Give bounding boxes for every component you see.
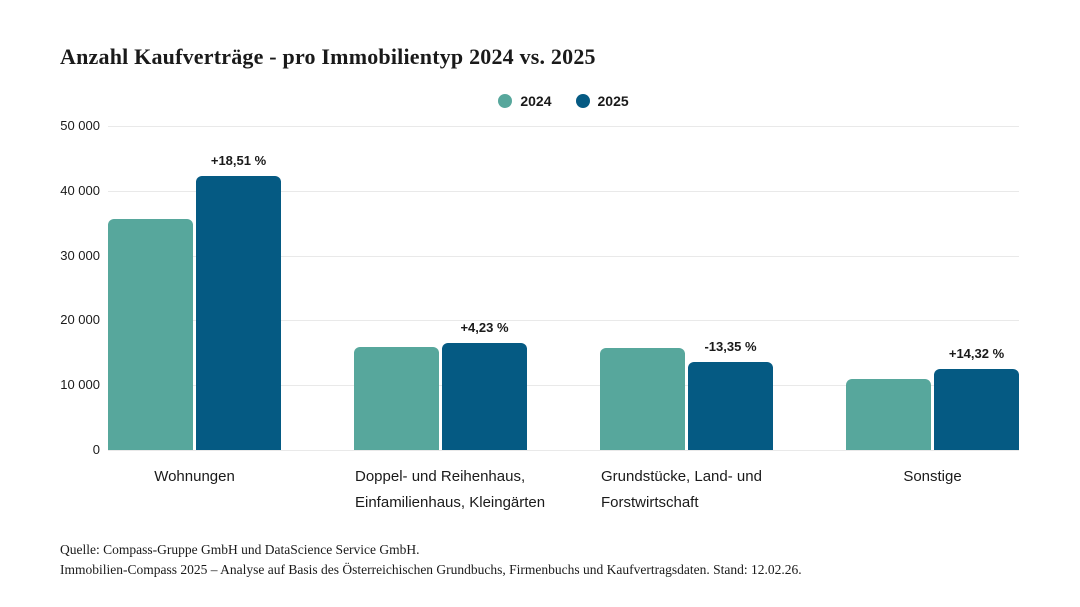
legend-label-2025: 2025 bbox=[597, 93, 629, 109]
x-axis-label-category-1: Wohnungen bbox=[154, 464, 235, 490]
pct-change-label-category-3: -13,35 % bbox=[704, 339, 757, 354]
bar-2025-category-1 bbox=[196, 176, 281, 450]
legend-swatch-2025-icon bbox=[575, 94, 590, 108]
bar-2025-category-4 bbox=[934, 369, 1019, 450]
gridline-10000 bbox=[108, 385, 1019, 387]
pct-change-label-category-1: +18,51 % bbox=[210, 153, 267, 168]
bar-2025-category-3 bbox=[688, 362, 773, 450]
y-axis-tick-0: 0 bbox=[92, 442, 100, 457]
legend-item-2024: 2024 bbox=[498, 93, 552, 109]
bar-2024-category-1 bbox=[108, 219, 193, 450]
x-axis-label-category-2: Doppel- und Reihenhaus, Einfamilienhaus, … bbox=[355, 464, 545, 516]
plot-area: +18,51 % +4,23 % -13,35 % +14,32 % bbox=[108, 126, 1019, 451]
y-axis-tick-20000: 20 000 bbox=[60, 312, 100, 328]
y-axis-tick-10000: 10 000 bbox=[60, 377, 100, 393]
gridline-30000 bbox=[108, 255, 1019, 257]
chart-title: Anzahl Kaufverträge - pro Immobilientyp … bbox=[60, 44, 596, 69]
y-axis-tick-50000: 50 000 bbox=[60, 118, 100, 133]
source-note: Quelle: Compass-Gruppe GmbH und DataScie… bbox=[60, 540, 802, 580]
x-axis-label-line: Doppel- und Reihenhaus, bbox=[355, 468, 526, 485]
gridline-0 bbox=[108, 450, 1019, 451]
gridline-20000 bbox=[108, 320, 1019, 322]
source-line-2: Immobilien-Compass 2025 – Analyse auf Ba… bbox=[60, 562, 802, 577]
x-axis-label-line: Grundstücke, Land- und bbox=[601, 468, 762, 485]
y-axis-tick-40000: 40 000 bbox=[60, 182, 100, 198]
source-line-1: Quelle: Compass-Gruppe GmbH und DataScie… bbox=[60, 542, 420, 557]
x-axis-label-line: Forstwirtschaft bbox=[601, 494, 699, 511]
chart-legend: 2024 2025 bbox=[108, 93, 1019, 109]
x-axis-label-line: Wohnungen bbox=[154, 468, 235, 485]
pct-change-label-category-4: +14,32 % bbox=[948, 346, 1005, 361]
bar-2024-category-3 bbox=[600, 348, 685, 450]
gridline-40000 bbox=[108, 190, 1019, 192]
y-axis-tick-30000: 30 000 bbox=[60, 247, 100, 263]
x-axis-label-category-3: Grundstücke, Land- und Forstwirtschaft bbox=[601, 464, 762, 516]
legend-label-2024: 2024 bbox=[520, 93, 552, 109]
bar-2025-category-2 bbox=[442, 343, 527, 450]
pct-change-label-category-2: +4,23 % bbox=[460, 320, 509, 335]
bar-2024-category-2 bbox=[354, 347, 439, 450]
x-axis-label-line: Sonstige bbox=[903, 468, 962, 485]
x-axis-label-line: Einfamilienhaus, Kleingärten bbox=[355, 494, 546, 511]
bar-2024-category-4 bbox=[846, 379, 931, 450]
legend-item-2025: 2025 bbox=[575, 93, 629, 109]
x-axis-label-category-4: Sonstige bbox=[903, 464, 961, 490]
legend-swatch-2024-icon bbox=[498, 94, 513, 108]
gridline-50000 bbox=[108, 126, 1019, 127]
